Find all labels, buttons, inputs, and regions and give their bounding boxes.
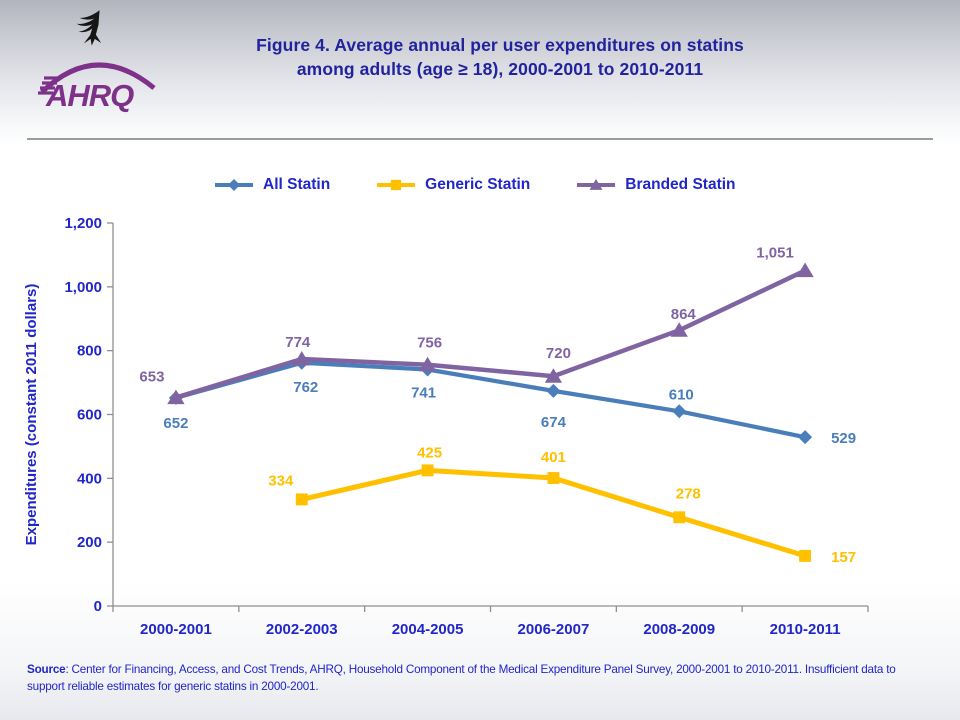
ahrq-arc: [40, 62, 156, 94]
legend-marker: [589, 179, 603, 190]
x-tick-label: 2000-2001: [140, 621, 212, 638]
x-tick-label: 2002-2003: [266, 621, 338, 638]
data-label: 720: [546, 345, 571, 362]
data-point-marker: [798, 430, 813, 445]
data-label: 1,051: [756, 245, 794, 262]
source-label: Source: [27, 663, 66, 676]
legend-marker-square-icon: [377, 179, 416, 191]
ahrq-logo: AHRQ: [34, 6, 174, 124]
ahrq-logo-text: AHRQ: [45, 78, 134, 113]
data-point-marker: [544, 368, 563, 383]
header-divider: [27, 138, 933, 140]
data-point-marker: [420, 362, 435, 377]
legend-label: Branded Statin: [625, 176, 736, 193]
y-tick-label: 1,200: [64, 215, 102, 232]
data-point-marker: [546, 383, 561, 398]
data-point-marker: [672, 404, 687, 419]
data-label: 674: [541, 414, 567, 431]
chart-legend: All Statin Generic Statin Branded Statin: [214, 174, 736, 196]
data-label: 529: [831, 430, 856, 447]
data-label: 653: [139, 369, 164, 386]
data-point-marker: [167, 389, 185, 405]
x-tick-label: 2006-2007: [518, 621, 590, 638]
data-point-marker: [670, 322, 688, 337]
data-label: 334: [268, 472, 294, 489]
y-axis-title: Expenditures (constant 2011 dollars): [23, 284, 40, 546]
data-label: 278: [676, 485, 701, 502]
series-line: [301, 467, 806, 559]
data-label: 741: [411, 384, 436, 401]
source-text: : Center for Financing, Access, and Cost…: [27, 663, 896, 693]
figure-title-line2: among adults (age ≥ 18), 2000-2001 to 20…: [296, 58, 704, 79]
data-label: 774: [285, 334, 311, 351]
legend-label: Generic Statin: [425, 176, 531, 193]
data-point-marker: [799, 549, 812, 562]
data-label: 762: [293, 379, 318, 396]
legend-item-generic-statin: Generic Statin: [376, 176, 530, 194]
data-label: 756: [417, 335, 442, 352]
y-tick-label: 1,000: [64, 279, 102, 296]
x-tick-label: 2008-2009: [643, 621, 715, 638]
data-point-marker: [796, 262, 814, 278]
series-line: [175, 268, 807, 400]
data-label: 157: [831, 549, 856, 566]
x-tick-label: 2004-2005: [392, 621, 464, 638]
figure-title-line1: Figure 4. Average annual per user expend…: [256, 35, 744, 55]
legend-marker-diamond-icon: [215, 179, 253, 191]
source-note: Source: Center for Financing, Access, an…: [27, 662, 935, 696]
y-tick-label: 800: [77, 343, 102, 360]
series-generic-statin: 334 425 401 278 157: [268, 444, 856, 566]
data-point-marker: [294, 355, 309, 370]
data-label: 425: [417, 444, 442, 461]
data-point-marker: [418, 356, 437, 372]
data-point-marker: [421, 464, 434, 477]
legend-marker-triangle-icon: [577, 179, 616, 190]
data-label: 652: [163, 415, 188, 432]
data-label: 864: [671, 306, 697, 323]
series-branded-statin: 653 774 756 720 864 1,051: [139, 245, 814, 405]
ahrq-wordmark: AHRQ: [38, 62, 156, 113]
data-point-marker: [673, 511, 686, 524]
data-label: 610: [669, 386, 694, 403]
legend-label: All Statin: [263, 176, 331, 193]
data-point-marker: [547, 472, 560, 484]
y-tick-label: 200: [77, 534, 102, 551]
y-tick-label: 400: [77, 470, 102, 487]
legend-marker: [391, 179, 402, 191]
legend-item-branded-statin: Branded Statin: [576, 176, 736, 194]
figure-title: Figure 4. Average annual per user expend…: [165, 34, 835, 81]
data-point-marker: [293, 350, 311, 366]
y-tick-label: 600: [77, 407, 102, 424]
legend-marker: [228, 179, 240, 191]
y-tick-label: 0: [94, 598, 102, 615]
x-tick-label: 2010-2011: [770, 621, 841, 638]
data-point-marker: [168, 390, 183, 405]
hhs-eagle-icon: [76, 10, 102, 46]
series-line: [175, 360, 806, 440]
series-all-statin: 652 762 741 674 610 529: [163, 355, 856, 447]
legend-item-all-statin: All Statin: [214, 176, 330, 194]
data-point-marker: [295, 493, 308, 506]
data-label: 401: [541, 449, 566, 466]
